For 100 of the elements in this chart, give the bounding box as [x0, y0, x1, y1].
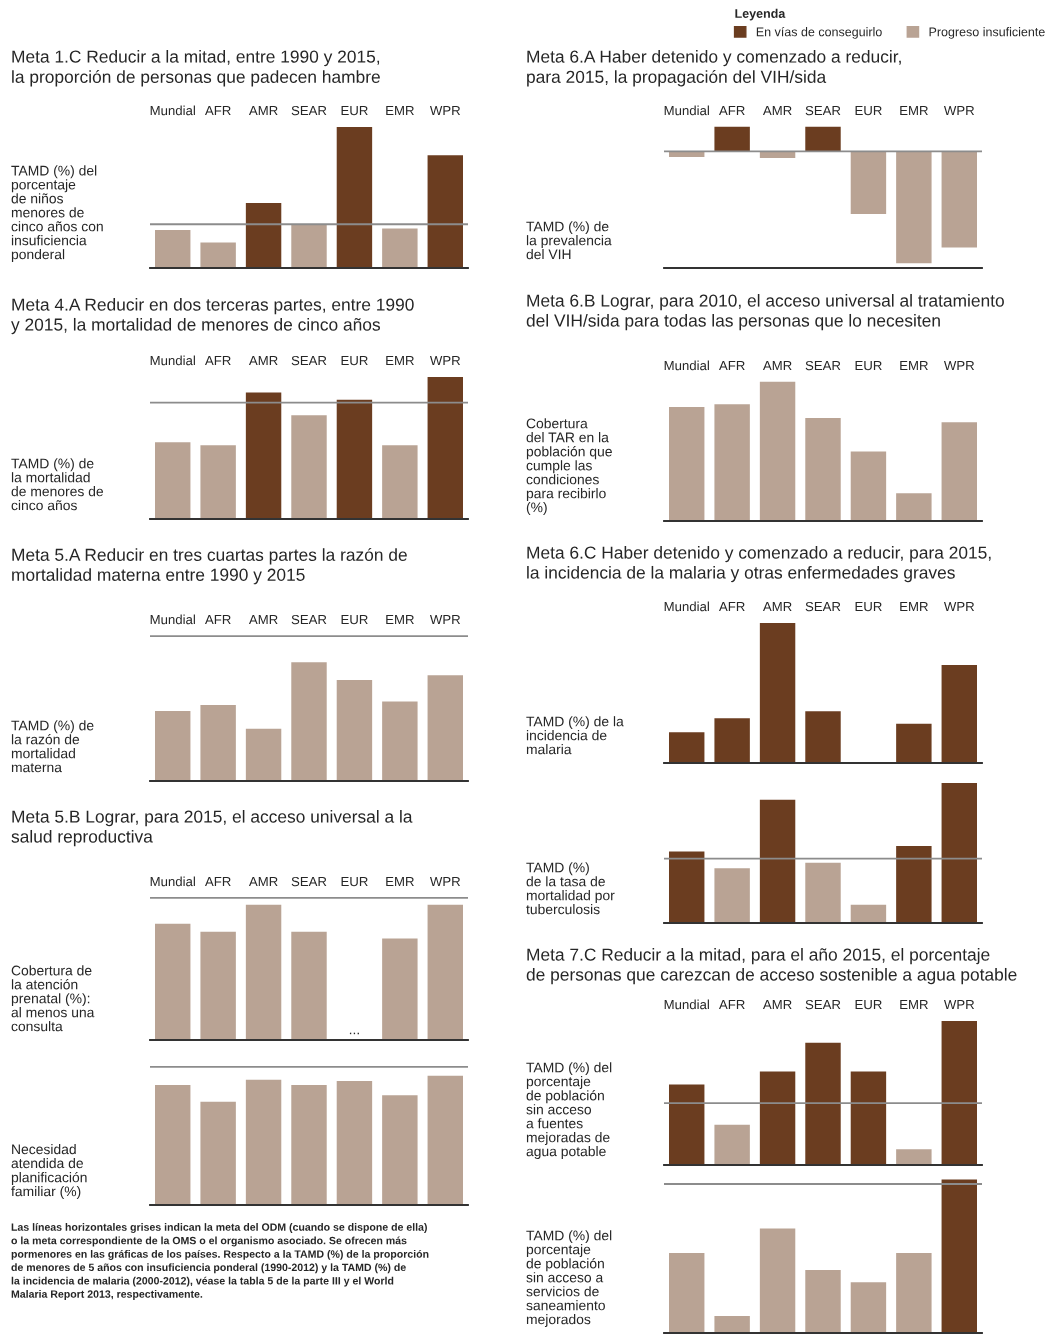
x-tick-label: Mundial — [664, 601, 709, 612]
bar — [805, 711, 841, 763]
x-tick-label: Mundial — [664, 999, 709, 1010]
bar — [941, 1021, 977, 1165]
bar — [382, 228, 418, 268]
x-tick-label: SEAR — [291, 614, 327, 625]
bar — [291, 224, 327, 268]
x-tick-label: WPR — [429, 615, 461, 625]
x-tick-label: EMR — [386, 356, 414, 366]
bar — [714, 1124, 750, 1165]
x-tick-label: SEAR — [805, 360, 841, 371]
x-tick-label: Mundial — [150, 876, 195, 887]
bar — [245, 392, 282, 519]
bar — [200, 931, 236, 1040]
bar — [669, 732, 705, 763]
x-tick-label: AFR — [718, 602, 745, 612]
x-tick-label: WPR — [943, 602, 975, 612]
annotation: ... — [349, 1032, 359, 1035]
bar — [200, 242, 236, 268]
x-tick-label: Mundial — [150, 355, 195, 366]
x-tick-label: AFR — [718, 361, 745, 371]
x-tick-label: AMR — [248, 877, 278, 887]
y-axis-title: Cobertura del TAR en la población que cumple las condiciones para recibirlo (%) — [526, 418, 612, 515]
bar — [714, 718, 750, 763]
bar — [714, 868, 750, 923]
x-tick-label: SEAR — [805, 601, 841, 612]
x-tick-label: SEAR — [291, 355, 327, 366]
bar — [941, 422, 977, 521]
chart-title: Meta 1.C Reducir a la mitad, entre 1990 y 2015, la proporción de personas que padecen hambre — [12, 50, 380, 87]
bar — [155, 442, 191, 519]
bar — [155, 229, 191, 268]
bar — [291, 1084, 327, 1205]
x-tick-label: SEAR — [805, 105, 841, 116]
bar — [336, 399, 373, 519]
bar — [245, 203, 282, 268]
x-tick-label: EUR — [855, 106, 882, 116]
chart-title: Meta 5.A Reducir en tres cuartas partes la razón de mortalidad materna entre 1990 y 2015 — [12, 548, 407, 585]
x-tick-label: AFR — [718, 1000, 745, 1010]
x-tick-label: Mundial — [150, 614, 195, 625]
bar — [714, 1316, 750, 1333]
x-tick-label: AMR — [248, 356, 278, 366]
x-tick-label: EMR — [900, 106, 928, 116]
chart-title: Meta 7.C Reducir a la mitad, para el año 2015, el porcentaje de personas que carezcan de acceso sostenible a agua potable — [526, 948, 1017, 985]
bar — [427, 904, 463, 1040]
x-tick-label: EUR — [341, 106, 368, 116]
bar — [382, 701, 418, 781]
y-axis-title: Cobertura de la atención prenatal (%): al menos una consulta — [11, 965, 95, 1032]
bar — [850, 1282, 887, 1333]
bar — [941, 664, 977, 763]
x-tick-label: Mundial — [664, 360, 709, 371]
bar — [336, 126, 373, 268]
bar — [291, 931, 327, 1040]
bar — [896, 493, 932, 521]
bar — [759, 799, 796, 923]
y-axis-title: TAMD (%) de la tasa de mortalidad por tuberculosis — [526, 862, 615, 915]
chart-title: Meta 6.A Haber detenido y comenzado a reducir, para 2015, la propagación del VIH/sida — [527, 50, 901, 87]
bar — [427, 155, 463, 268]
x-tick-label: EMR — [900, 602, 928, 612]
bar — [759, 381, 796, 521]
bar — [805, 862, 841, 923]
chart-title: Meta 5.B Lograr, para 2015, el acceso universal a la salud reproductiva — [11, 810, 413, 847]
x-tick-label: EMR — [386, 106, 414, 116]
bar — [427, 376, 463, 519]
bar — [669, 1084, 705, 1165]
chart-title: Meta 6.C Haber detenido y comenzado a reducir, para 2015, la incidencia de la malaria y otras enfermedades graves — [527, 546, 991, 583]
bar — [291, 415, 327, 519]
chart-title: Meta 4.A Reducir en dos terceras partes, entre 1990 y 2015, la mortalidad de menores de cinco años — [11, 298, 414, 335]
x-tick-label: SEAR — [805, 999, 841, 1010]
y-axis-title: TAMD (%) del porcentaje de población sin acceso a fuentes mejoradas de agua potable — [526, 1062, 612, 1159]
x-tick-label: AMR — [248, 615, 278, 625]
bar — [382, 1095, 418, 1205]
bar — [850, 1071, 887, 1165]
x-tick-label: Mundial — [150, 105, 195, 116]
text: Las líneas horizontales grises indican la meta del ODM (cuando se dispone de ella) o la meta correspondiente de la OMS o el organismo asociado. Se ofrecen más pormenores en las gráficas de los países. Respecto a la TAMD (%) de la proporción de menores de 5 años con insuficiencia ponderal (1990-2012) y la TAMD (%) de la incidencia de malaria (2000-2012), véase la tabla 5 de la parte III y el World Malaria Report 2013, respectivamente. — [11, 1223, 429, 1300]
x-tick-label: EUR — [855, 361, 882, 371]
bar — [759, 622, 796, 763]
bar — [759, 1228, 796, 1333]
bar — [336, 680, 373, 781]
bar — [155, 1084, 191, 1205]
x-tick-label: EMR — [386, 615, 414, 625]
x-tick-label: AFR — [718, 106, 745, 116]
bar — [155, 923, 191, 1040]
x-tick-label: AFR — [204, 106, 231, 116]
y-axis-title: TAMD (%) de la mortalidad de menores de cinco años — [11, 458, 104, 511]
bar — [245, 728, 282, 781]
y-axis-title: TAMD (%) del porcentaje de niños menores de cinco años con insuficiencia ponderal — [11, 165, 103, 262]
x-tick-label: AFR — [204, 356, 231, 366]
y-axis-title: TAMD (%) de la prevalencia del VIH — [526, 221, 612, 260]
legend-label: En vías de conseguirlo — [756, 26, 882, 39]
x-tick-label: Mundial — [664, 105, 709, 116]
bar — [427, 1075, 463, 1205]
x-tick-label: AFR — [204, 615, 231, 625]
x-tick-label: SEAR — [291, 105, 327, 116]
x-tick-label: EUR — [341, 615, 368, 625]
x-tick-label: AMR — [762, 602, 792, 612]
bar — [896, 1149, 932, 1165]
bar — [669, 1253, 705, 1333]
x-tick-label: EMR — [386, 877, 414, 887]
bar — [245, 1079, 282, 1205]
x-tick-label: AMR — [248, 106, 278, 116]
